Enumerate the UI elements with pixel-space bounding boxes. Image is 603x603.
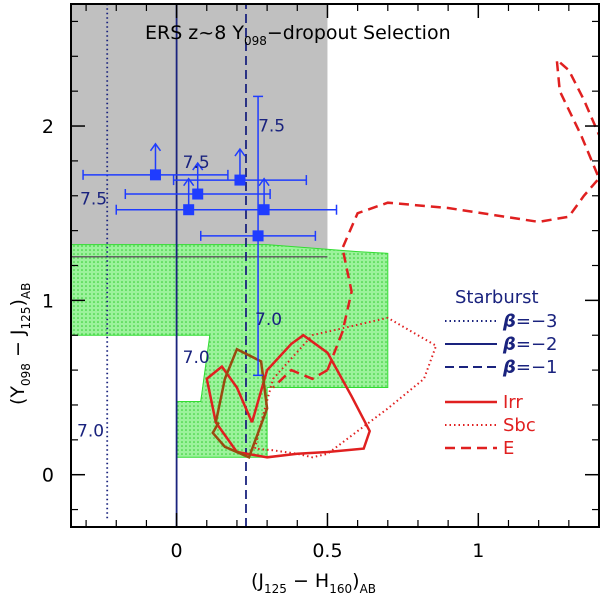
lower-limit-arrow [234, 147, 246, 157]
title-post: −dropout Selection [267, 22, 451, 44]
data-marker [258, 204, 270, 216]
y-tick-label: 0 [42, 465, 54, 487]
beta-symbol-3: β [502, 357, 516, 378]
observed-point-2 [124, 161, 271, 200]
ylabel-sub3: AB [19, 283, 33, 299]
beta-symbol-1: β [502, 311, 516, 332]
x-tick-label: 1 [472, 540, 484, 562]
green-selection-region [71, 244, 389, 458]
data-marker [252, 230, 264, 242]
tracks-layer [106, 4, 599, 527]
lower-limit-arrow [192, 161, 204, 171]
legend-label-beta-1: β=−1 [502, 357, 558, 378]
legend-label-e: E [503, 438, 514, 459]
observed-point-4 [172, 147, 308, 186]
ylabel-sub2: 125 [19, 307, 33, 330]
track-annotation-4: 7.0 [255, 310, 282, 330]
annotations-layer: 7.5 7.5 7.5 7.0 7.0 7.0 [77, 116, 285, 441]
legend-label-beta-2: β=−2 [502, 334, 558, 355]
galaxy-track-e [326, 56, 599, 371]
xlabel-open: (J [251, 570, 264, 592]
data-marker [192, 188, 204, 200]
legend-label-irr: Irr [503, 392, 523, 413]
xlabel-close: ) [352, 570, 359, 592]
legend-label-sbc: Sbc [503, 415, 536, 436]
galaxy-track-e-branch [272, 368, 329, 389]
chart-title: ERS z~8 Y098−dropout Selection [145, 22, 451, 48]
axes-ticks: 0 0.5 1 0 1 2 [42, 4, 600, 562]
track-annotation-3: 7.5 [80, 189, 107, 209]
xlabel-sub1: 125 [264, 582, 287, 596]
lower-limit-arrow [258, 177, 270, 187]
observed-point-1 [82, 142, 229, 181]
ylabel-open: (Y [7, 386, 29, 405]
legend: Starburst β=−3 β=−2 β=−1 Irr Sbc E [445, 287, 558, 459]
x-tick-label: 0 [171, 540, 183, 562]
galaxy-track-irr [205, 333, 372, 459]
sbc-brown-loop [211, 347, 269, 459]
points-layer [82, 95, 338, 377]
y-axis-title: (Y098 − J125)AB [7, 283, 33, 405]
xlabel-sub3: AB [360, 582, 376, 596]
title-sub: 098 [244, 34, 267, 48]
title-pre: ERS z~8 Y [145, 22, 244, 44]
x-tick-label: 0.5 [312, 540, 342, 562]
beta-value-3: =−1 [516, 357, 558, 378]
beta-value-2: =−2 [516, 334, 558, 355]
beta-value-1: =−3 [516, 311, 558, 332]
track-annotation-6: 7.0 [77, 421, 104, 441]
ylabel-sub1: 098 [19, 363, 33, 386]
legend-title: Starburst [455, 287, 539, 308]
regions-layer [71, 4, 389, 458]
beta-symbol-2: β [502, 334, 516, 355]
track-annotation-2: 7.5 [183, 153, 210, 173]
selection-region [71, 4, 328, 257]
galaxy-track-sbc [254, 316, 438, 459]
ylabel-close: ) [7, 299, 29, 306]
ylabel-mid: − J [7, 329, 29, 363]
x-axis-title: (J125 − H160)AB [251, 570, 376, 596]
data-marker [149, 169, 161, 181]
legend-label-beta-3: β=−3 [502, 311, 558, 332]
y-tick-label: 2 [42, 116, 54, 138]
track-annotation-1: 7.5 [258, 116, 285, 136]
data-marker [183, 204, 195, 216]
track-annotation-5: 7.0 [183, 348, 210, 368]
observed-point-6 [199, 95, 317, 377]
data-marker [234, 174, 246, 186]
y-tick-label: 1 [42, 290, 54, 312]
lower-limit-arrow [183, 177, 195, 187]
xlabel-mid: − H [287, 570, 329, 592]
xlabel-sub2: 160 [329, 582, 352, 596]
observed-point-5 [190, 177, 338, 216]
lower-limit-arrow [149, 142, 162, 152]
